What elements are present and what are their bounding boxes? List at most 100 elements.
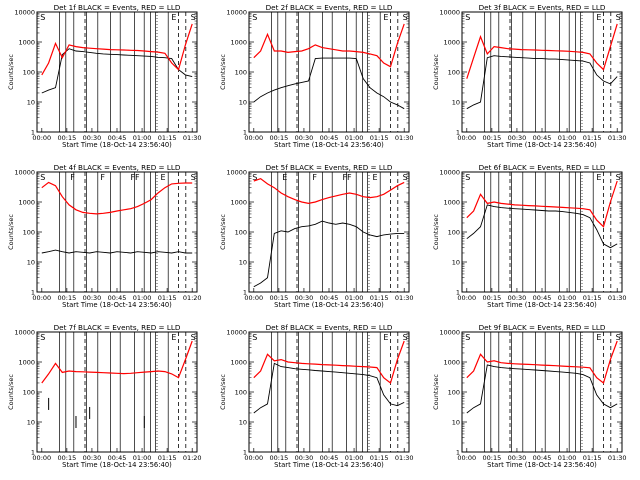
marker-label: S (465, 333, 470, 342)
x-tick-label: 01:00 (345, 454, 364, 462)
y-tick-label: 10 (452, 419, 460, 427)
x-axis-label: Start Time (18-Oct-14 23:56:40) (62, 461, 172, 469)
y-tick-label: 1000 (18, 39, 35, 47)
x-tick-label: 01:30 (395, 134, 414, 142)
y-tick-label: 1 (243, 289, 247, 297)
y-tick-label: 10000 (14, 9, 35, 17)
x-tick-label: 01:20 (183, 294, 202, 302)
marker-label: E (373, 173, 378, 182)
y-tick-label: 10 (27, 99, 35, 107)
x-tick-label: 00:00 (32, 454, 51, 462)
y-tick-label: 10000 (439, 329, 460, 337)
marker-label: S (40, 13, 45, 22)
marker-label: S (403, 333, 408, 342)
x-tick-label: 00:15 (482, 134, 501, 142)
marker-label: S (403, 173, 408, 182)
y-tick-label: 10000 (439, 9, 460, 17)
x-tick-label: 01:30 (395, 454, 414, 462)
marker-label: S (191, 333, 196, 342)
plot-frame (248, 331, 410, 453)
x-tick-label: 01:30 (395, 294, 414, 302)
chart-panel: Det 8f BLACK = Events, RED = LLD S E S 1 10 10… (219, 323, 414, 469)
y-tick-label: 100 (448, 69, 460, 77)
marker-label: S (465, 173, 470, 182)
events-series-line (253, 362, 405, 414)
events-series-line (41, 249, 193, 254)
plot-frame (461, 11, 623, 133)
x-tick-label: 01:00 (133, 134, 152, 142)
y-tick-label: 1 (243, 449, 247, 457)
x-tick-label: 00:15 (482, 454, 501, 462)
x-tick-label: 00:00 (244, 134, 263, 142)
chart-title: Det 3f BLACK = Events, RED = LLD (479, 3, 606, 12)
lld-series-line (466, 340, 618, 385)
chart-panel: Det 3f BLACK = Events, RED = LLD S E S 1 10 10… (432, 3, 627, 149)
y-axis-label: Counts/sec (432, 374, 440, 410)
y-tick-label: 1000 (230, 359, 247, 367)
x-tick-label: 01:00 (558, 294, 577, 302)
x-tick-label: 00:30 (508, 134, 527, 142)
x-tick-label: 00:15 (269, 454, 288, 462)
x-axis-label: Start Time (18-Oct-14 23:56:40) (487, 301, 597, 309)
y-tick-label: 1 (243, 129, 247, 137)
x-tick-label: 00:00 (457, 294, 476, 302)
x-axis-label: Start Time (18-Oct-14 23:56:40) (487, 141, 597, 149)
x-tick-label: 01:15 (370, 454, 389, 462)
lld-series-line (253, 340, 405, 385)
plot-frame (36, 11, 198, 133)
y-tick-label: 1 (456, 129, 460, 137)
marker-label: E (171, 13, 176, 22)
x-axis-label: Start Time (18-Oct-14 23:56:40) (62, 141, 172, 149)
y-tick-label: 100 (23, 229, 35, 237)
marker-label: F (100, 173, 105, 182)
y-axis-label: Counts/sec (432, 214, 440, 250)
plot-frame (248, 171, 410, 293)
x-tick-label: 00:00 (457, 134, 476, 142)
x-tick-label: 01:15 (583, 454, 602, 462)
x-tick-label: 00:45 (320, 134, 339, 142)
y-tick-label: 10 (27, 419, 35, 427)
marker-label: S (616, 13, 621, 22)
marker-label: S (191, 13, 196, 22)
y-tick-label: 100 (235, 229, 247, 237)
chart-title: Det 1f BLACK = Events, RED = LLD (54, 3, 181, 12)
x-tick-label: 01:00 (345, 134, 364, 142)
x-tick-label: 00:00 (457, 454, 476, 462)
x-tick-label: 00:00 (244, 454, 263, 462)
marker-label: E (383, 333, 388, 342)
y-tick-label: 1000 (230, 199, 247, 207)
x-tick-label: 00:15 (482, 294, 501, 302)
y-tick-label: 1 (456, 449, 460, 457)
y-tick-label: 10000 (439, 169, 460, 177)
y-tick-label: 10000 (14, 169, 35, 177)
marker-label: E (596, 13, 601, 22)
x-axis-label: Start Time (18-Oct-14 23:56:40) (274, 461, 384, 469)
y-tick-label: 10 (239, 259, 247, 267)
x-axis-label: Start Time (18-Oct-14 23:56:40) (274, 141, 384, 149)
x-tick-label: 01:30 (183, 134, 202, 142)
x-tick-label: 01:20 (183, 454, 202, 462)
plot-frame (36, 171, 198, 293)
lld-series-line (41, 23, 193, 76)
x-tick-label: 00:30 (508, 294, 527, 302)
y-tick-label: 1000 (18, 359, 35, 367)
y-tick-label: 10 (27, 259, 35, 267)
y-tick-label: 1000 (18, 199, 35, 207)
events-series-line (253, 220, 405, 288)
x-tick-label: 01:00 (345, 294, 364, 302)
y-axis-label: Counts/sec (7, 214, 15, 250)
chart-title: Det 7f BLACK = Events, RED = LLD (54, 323, 181, 332)
y-tick-label: 1 (31, 449, 35, 457)
chart-title: Det 9f BLACK = Events, RED = LLD (479, 323, 606, 332)
y-axis-label: Counts/sec (219, 214, 227, 250)
chart-title: Det 4f BLACK = Events, RED = LLD (54, 163, 181, 172)
x-tick-label: 01:00 (133, 454, 152, 462)
x-tick-label: 00:45 (108, 454, 127, 462)
x-tick-label: 00:15 (57, 294, 76, 302)
marker-label: E (161, 173, 166, 182)
x-tick-label: 00:45 (533, 134, 552, 142)
y-tick-label: 100 (23, 389, 35, 397)
x-tick-label: 00:30 (295, 454, 314, 462)
marker-label: S (40, 333, 45, 342)
y-axis-label: Counts/sec (219, 54, 227, 90)
